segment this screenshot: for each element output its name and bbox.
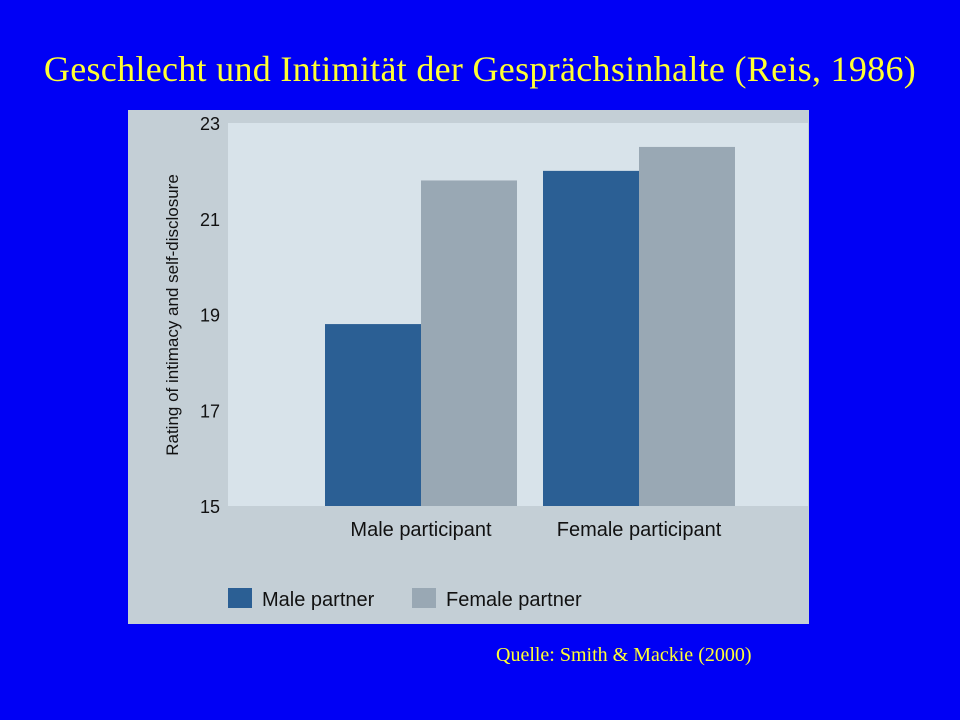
bar-male-partner-male-participant — [325, 324, 421, 506]
chart-figure: 15 17 19 21 23 Rating of intimacy and self-d… — [128, 110, 809, 624]
bar-chart: 15 17 19 21 23 Rating of intimacy and self-d… — [163, 114, 808, 611]
y-tick-label: 15 — [200, 497, 220, 517]
y-tick-label: 19 — [200, 306, 220, 326]
legend-swatch — [228, 588, 252, 608]
source-note: Quelle: Smith & Mackie (2000) — [496, 644, 752, 666]
y-tick-label: 23 — [200, 114, 220, 134]
x-category-label: Female participant — [557, 519, 722, 541]
y-tick-label: 21 — [200, 210, 220, 230]
slide-title: Geschlecht und Intimität der Gesprächsin… — [43, 49, 917, 89]
y-tick-label: 17 — [200, 401, 220, 421]
x-axis-labels: Male participant Female participant — [350, 519, 721, 541]
y-axis-label: Rating of intimacy and self-disclosure — [163, 174, 182, 456]
legend-swatch — [412, 588, 436, 608]
bar-female-partner-female-participant — [639, 146, 735, 506]
legend-label: Male partner — [262, 589, 375, 611]
legend: Male partner Female partner — [228, 588, 582, 611]
x-category-label: Male participant — [350, 519, 492, 541]
y-axis-ticks: 15 17 19 21 23 — [200, 114, 220, 517]
legend-label: Female partner — [446, 589, 582, 611]
bar-female-partner-male-participant — [421, 180, 517, 506]
bars — [325, 146, 735, 506]
bar-male-partner-female-participant — [543, 170, 639, 506]
